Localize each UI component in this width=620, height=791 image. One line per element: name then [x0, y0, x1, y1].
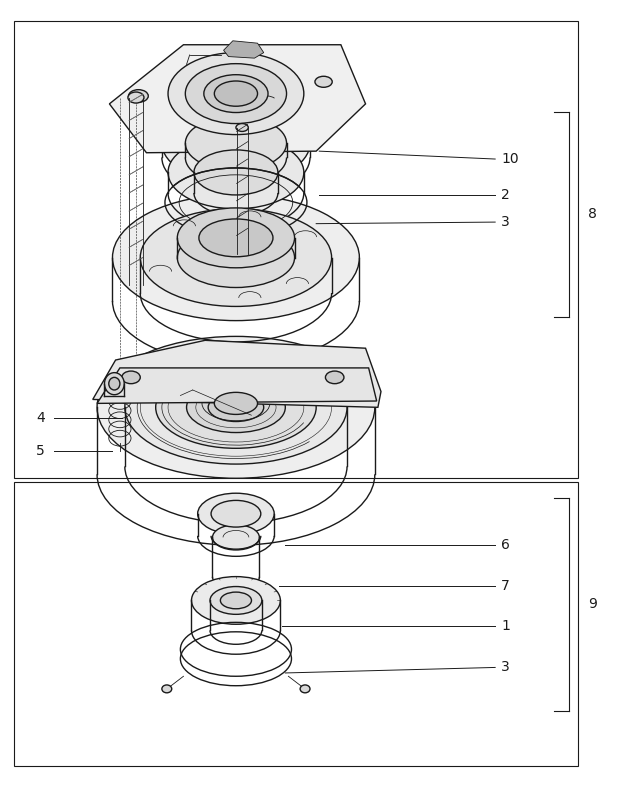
Text: 6: 6 [502, 538, 510, 552]
Ellipse shape [156, 366, 316, 448]
Text: eReplacementParts.com: eReplacementParts.com [167, 384, 354, 399]
Ellipse shape [113, 368, 126, 376]
Ellipse shape [198, 494, 274, 534]
Ellipse shape [185, 116, 286, 170]
Ellipse shape [128, 89, 148, 102]
Ellipse shape [210, 587, 262, 615]
Ellipse shape [204, 74, 268, 112]
Bar [14, 21, 578, 479]
Ellipse shape [215, 81, 257, 106]
Polygon shape [224, 41, 264, 59]
Text: 9: 9 [588, 597, 596, 611]
Ellipse shape [215, 392, 257, 414]
Polygon shape [93, 340, 381, 407]
Text: 2: 2 [502, 187, 510, 202]
Ellipse shape [122, 371, 140, 384]
Ellipse shape [199, 219, 273, 257]
Ellipse shape [185, 63, 286, 123]
Text: 10: 10 [502, 152, 519, 166]
Ellipse shape [211, 501, 261, 527]
Ellipse shape [236, 123, 248, 131]
Polygon shape [109, 45, 366, 153]
Ellipse shape [162, 685, 172, 693]
Ellipse shape [187, 382, 285, 433]
Ellipse shape [97, 336, 375, 479]
Ellipse shape [104, 373, 124, 395]
Ellipse shape [177, 228, 294, 287]
Ellipse shape [125, 350, 347, 464]
Ellipse shape [213, 524, 259, 550]
Ellipse shape [162, 104, 310, 183]
Ellipse shape [108, 377, 120, 390]
Text: 4: 4 [36, 411, 45, 425]
Text: 5: 5 [36, 444, 45, 458]
Ellipse shape [128, 92, 144, 103]
Text: 1: 1 [502, 619, 510, 633]
Ellipse shape [177, 208, 294, 268]
Ellipse shape [140, 209, 332, 306]
Polygon shape [97, 368, 377, 403]
Text: 3: 3 [502, 660, 510, 675]
Bar [14, 483, 578, 766]
Ellipse shape [326, 371, 344, 384]
Ellipse shape [168, 136, 304, 209]
Ellipse shape [194, 150, 278, 195]
Ellipse shape [192, 577, 280, 624]
Ellipse shape [168, 53, 304, 134]
Text: 3: 3 [502, 215, 510, 229]
Ellipse shape [315, 76, 332, 87]
Ellipse shape [220, 592, 252, 609]
Ellipse shape [112, 195, 360, 320]
Text: 7: 7 [502, 579, 510, 593]
Text: 8: 8 [588, 207, 596, 221]
Ellipse shape [208, 393, 264, 422]
Ellipse shape [300, 685, 310, 693]
